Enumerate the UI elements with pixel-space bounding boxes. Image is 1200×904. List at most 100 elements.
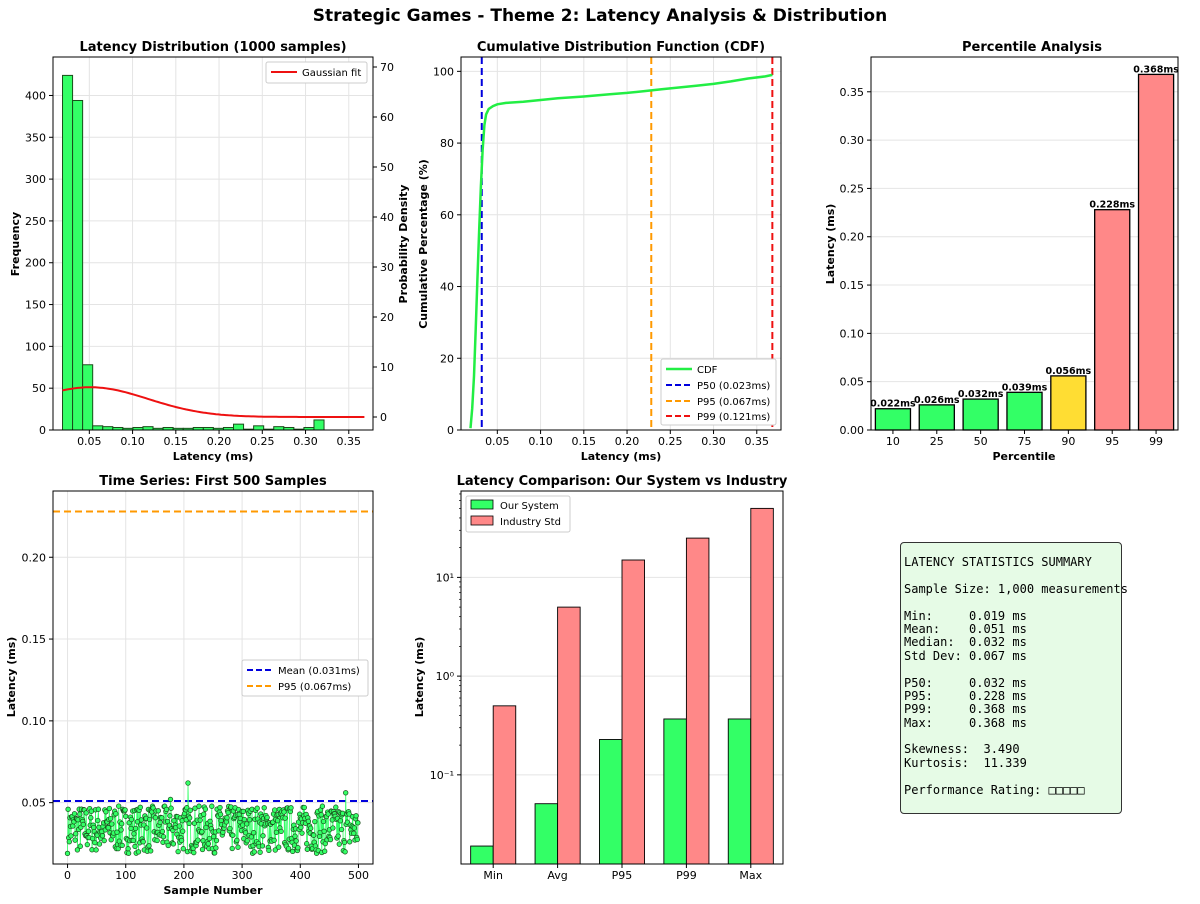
- panel-time-series: Time Series: First 500 Samples 0 100 200 30…: [5, 474, 374, 897]
- x-tick-label: 0.05: [485, 435, 510, 448]
- percentile-bar-label: 0.039ms: [1002, 382, 1048, 393]
- sample-point: [234, 837, 240, 843]
- sample-point: [175, 848, 181, 855]
- sample-point: [132, 825, 139, 832]
- y-tick-label: 100: [25, 340, 46, 353]
- percentile-bar: [874, 408, 912, 431]
- percentile-title: Percentile Analysis: [962, 40, 1102, 55]
- percentile-bar-label: 0.026ms: [914, 395, 960, 406]
- figure-title: Strategic Games - Theme 2: Latency Analy…: [313, 6, 887, 26]
- histogram-bar: [313, 419, 325, 431]
- sample-point: [74, 847, 81, 853]
- histogram-bar: [72, 99, 84, 431]
- sample-point: [336, 841, 342, 847]
- sample-point: [338, 826, 345, 833]
- y2-tick-label: 10: [380, 361, 394, 374]
- summary-line: Kurtosis: 11.339: [904, 755, 1027, 770]
- sample-point: [195, 837, 201, 843]
- x-tick-label: 500: [348, 869, 369, 882]
- sample-point: [118, 827, 124, 833]
- summary-line: Mean: 0.051 ms: [904, 621, 1027, 636]
- summary-line: P50: 0.032 ms: [904, 675, 1027, 690]
- sample-point: [159, 815, 165, 821]
- histogram-title: Latency Distribution (1000 samples): [79, 40, 346, 55]
- y-tick-label: 10⁰: [436, 670, 455, 683]
- gaussian-fit-line: [62, 386, 365, 418]
- histogram-bar: [142, 426, 154, 431]
- percentile-xlabel: Percentile: [992, 450, 1055, 463]
- x-tick-label: 0.15: [572, 435, 597, 448]
- sample-point: [272, 847, 278, 853]
- sample-point: [308, 825, 314, 831]
- x-tick-label: 90: [1061, 435, 1075, 448]
- y-tick-label: 200: [25, 257, 46, 270]
- sample-point: [178, 837, 185, 844]
- sample-point: [224, 815, 230, 821]
- sample-point: [259, 843, 266, 849]
- histogram-xlabel: Latency (ms): [173, 450, 254, 463]
- y-tick-label: 0.05: [22, 797, 47, 810]
- sample-point: [305, 818, 312, 824]
- legend-mean: Mean (0.031ms): [278, 666, 360, 677]
- sample-point: [199, 829, 205, 835]
- histogram-legend: Gaussian fit: [265, 61, 368, 84]
- sample-point: [274, 818, 281, 824]
- x-tick-label: 400: [290, 869, 311, 882]
- sample-point: [227, 825, 233, 832]
- y2-tick-label: 60: [380, 111, 394, 124]
- sample-point: [282, 815, 288, 821]
- x-tick-label: 0.35: [745, 435, 770, 448]
- sample-point: [171, 817, 177, 824]
- x-tick-label: 0.35: [337, 435, 362, 448]
- time-series-xlabel: Sample Number: [164, 884, 264, 897]
- sample-point: [260, 833, 266, 839]
- panel-comparison: Latency Comparison: Our System vs Indust…: [413, 474, 788, 882]
- sample-point: [80, 821, 86, 828]
- x-tick-label: Min: [483, 869, 503, 882]
- y-tick-label: 250: [25, 215, 46, 228]
- summary-line: Performance Rating: □□□□□: [904, 782, 1085, 797]
- sample-point: [64, 850, 71, 857]
- sample-point: [199, 846, 206, 853]
- y-tick-label: 20: [440, 352, 454, 365]
- x-tick-label: P95: [612, 869, 633, 882]
- sample-point: [107, 815, 114, 822]
- sample-point: [96, 841, 103, 847]
- histogram-bar: [233, 423, 245, 431]
- our-system-bar: [534, 803, 559, 865]
- sample-point: [276, 844, 282, 850]
- y-tick-label: 0.35: [840, 86, 865, 99]
- summary-line: [904, 770, 1118, 783]
- sample-point: [354, 836, 360, 843]
- y2-tick-label: 50: [380, 161, 394, 174]
- sample-point: [298, 824, 304, 831]
- sample-point: [119, 842, 125, 849]
- comparison-ylabel: Latency (ms): [413, 637, 426, 718]
- sample-point: [271, 837, 277, 843]
- percentile-bar: [1137, 73, 1175, 431]
- sample-point: [235, 844, 241, 850]
- y-tick-label: 100: [433, 65, 454, 78]
- percentile-bar-label: 0.022ms: [870, 399, 916, 410]
- sample-point: [242, 830, 249, 836]
- x-tick-label: 0.20: [615, 435, 640, 448]
- summary-line: Max: 0.368 ms: [904, 715, 1027, 730]
- sample-point: [105, 825, 111, 831]
- cdf-frame: [460, 56, 782, 431]
- summary-line: Sample Size: 1,000 measurements: [904, 581, 1128, 596]
- sample-point: [137, 804, 143, 810]
- sample-point: [299, 830, 305, 836]
- sample-point: [140, 839, 146, 845]
- y2-tick-label: 30: [380, 261, 394, 274]
- sample-point: [95, 817, 101, 824]
- summary-line: [904, 663, 1118, 676]
- y-tick-label: 10⁻¹: [430, 769, 454, 782]
- x-tick-label: 25: [930, 435, 944, 448]
- cdf-line: [469, 73, 773, 429]
- y-tick-label: 350: [25, 131, 46, 144]
- sample-point: [254, 805, 260, 811]
- our-system-bar: [663, 718, 687, 865]
- sample-point: [346, 811, 352, 817]
- sample-point: [293, 838, 299, 844]
